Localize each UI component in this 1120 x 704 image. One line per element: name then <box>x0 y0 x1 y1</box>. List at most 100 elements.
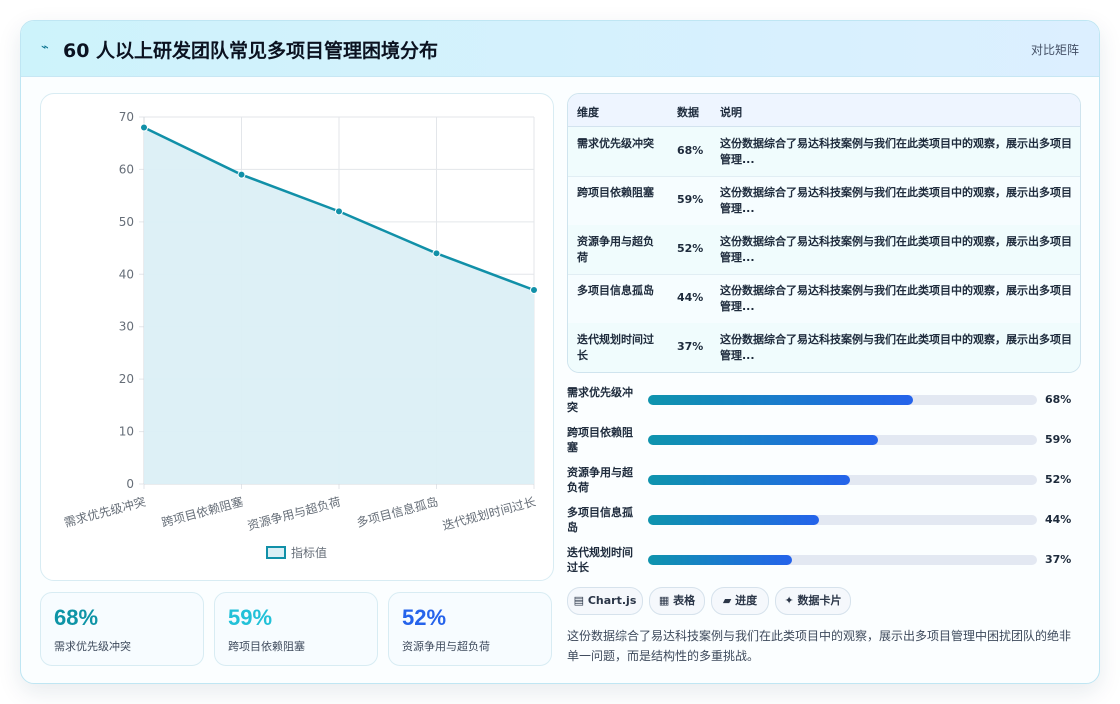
x-tick-label: 多项目信息孤岛 <box>355 494 440 530</box>
cell-dimension: 多项目信息孤岛 <box>577 284 654 297</box>
chip-label: 进度 <box>735 594 758 607</box>
cell-value: 44% <box>677 291 704 304</box>
card-header: ⌁ 60 人以上研发团队常见多项目管理困境分布 对比矩阵 <box>21 21 1099 77</box>
y-tick-label: 40 <box>119 267 134 281</box>
cell-description: 这份数据综合了易达科技案例与我们在此类项目中的观察，展示出多项目管理... <box>720 284 1072 313</box>
progress-track <box>648 475 1037 485</box>
kpi-label: 资源争用与超负荷 <box>402 640 490 653</box>
cell-description: 这份数据综合了易达科技案例与我们在此类项目中的观察，展示出多项目管理... <box>720 333 1072 362</box>
x-tick-label: 跨项目依赖阻塞 <box>160 494 245 530</box>
progress-fill <box>648 435 878 445</box>
kpi-value: 59% <box>228 605 273 630</box>
progress-label: 跨项目依赖阻塞 <box>567 426 633 454</box>
progress-track <box>648 395 1037 405</box>
main-card: ⌁ 60 人以上研发团队常见多项目管理困境分布 对比矩阵 0 10 20 30 40 50… <box>20 20 1100 684</box>
progress-value: 44% <box>1045 513 1072 526</box>
table-row: 资源争用与超负荷 52% 这份数据综合了易达科技案例与我们在此类项目中的观察，展… <box>568 225 1080 275</box>
data-point <box>335 207 343 216</box>
chip-data-cards[interactable]: ✦ 数据卡片 <box>775 587 851 615</box>
data-table: 维度 数据 说明 需求优先级冲突 68% 这份数据综合了易达科技案例与我们在此类… <box>567 93 1081 373</box>
x-tick-label: 需求优先级冲突 <box>62 494 147 530</box>
progress-fill <box>648 555 792 565</box>
sparkle-icon: ✦ <box>784 594 794 607</box>
cell-value: 59% <box>677 193 704 206</box>
cell-value: 52% <box>677 242 704 255</box>
y-tick-label: 0 <box>126 477 134 491</box>
cell-value: 37% <box>677 340 704 353</box>
table-row: 需求优先级冲突 68% 这份数据综合了易达科技案例与我们在此类项目中的观察，展示… <box>568 127 1080 177</box>
cell-description: 这份数据综合了易达科技案例与我们在此类项目中的观察，展示出多项目管理... <box>720 235 1072 264</box>
cell-dimension: 迭代规划时间过长 <box>577 333 654 362</box>
summary-text: 这份数据综合了易达科技案例与我们在此类项目中的观察，展示出多项目管理中困扰团队的… <box>567 629 1072 663</box>
pulse-icon: ⌁ <box>41 40 49 55</box>
chart-icon: ▤ <box>573 594 585 607</box>
compare-matrix-link[interactable]: 对比矩阵 <box>1030 43 1079 57</box>
progress-label: 迭代规划时间过长 <box>567 546 633 574</box>
kpi-value: 68% <box>54 605 99 630</box>
y-tick-label: 70 <box>119 110 134 124</box>
chart-panel: 0 10 20 30 40 50 60 70 需求优先级冲突 跨项目依赖阻塞 资源争用与超负荷 多项目… <box>40 93 554 581</box>
progress-track <box>648 555 1037 565</box>
progress-item: 迭代规划时间过长 37% <box>567 545 1079 577</box>
progress-fill <box>648 475 851 485</box>
data-point <box>432 249 441 258</box>
progress-icon: ▰ <box>722 594 732 607</box>
y-tick-label: 60 <box>119 162 134 176</box>
column-header-description: 说明 <box>720 106 742 119</box>
legend-swatch <box>266 546 286 559</box>
table-row: 迭代规划时间过长 37% 这份数据综合了易达科技案例与我们在此类项目中的观察，展… <box>568 323 1080 372</box>
chip-progress[interactable]: ▰ 进度 <box>711 587 769 615</box>
y-tick-label: 50 <box>119 215 134 229</box>
progress-value: 59% <box>1045 433 1072 446</box>
progress-label: 多项目信息孤岛 <box>567 506 633 534</box>
progress-item: 多项目信息孤岛 44% <box>567 505 1079 537</box>
cell-description: 这份数据综合了易达科技案例与我们在此类项目中的观察，展示出多项目管理... <box>720 186 1072 215</box>
progress-track <box>648 435 1037 445</box>
column-header-dimension: 维度 <box>577 106 599 119</box>
cell-dimension: 跨项目依赖阻塞 <box>577 186 654 199</box>
progress-item: 跨项目依赖阻塞 59% <box>567 425 1079 457</box>
progress-value: 37% <box>1045 553 1072 566</box>
chip-label: 数据卡片 <box>797 594 842 607</box>
progress-label: 需求优先级冲突 <box>567 386 633 414</box>
table-header: 维度 数据 说明 <box>568 94 1080 127</box>
kpi-label: 跨项目依赖阻塞 <box>228 640 305 653</box>
page-title: 60 人以上研发团队常见多项目管理困境分布 <box>63 40 439 62</box>
progress-item: 资源争用与超负荷 52% <box>567 465 1079 497</box>
area-chart: 0 10 20 30 40 50 60 70 需求优先级冲突 跨项目依赖阻塞 资源争用与超负荷 多项目… <box>62 110 538 560</box>
kpi-card: 59% 跨项目依赖阻塞 <box>214 592 378 666</box>
table-row: 多项目信息孤岛 44% 这份数据综合了易达科技案例与我们在此类项目中的观察，展示… <box>568 274 1080 324</box>
legend-label: 指标值 <box>291 545 327 560</box>
x-tick-label: 资源争用与超负荷 <box>246 494 343 533</box>
progress-fill <box>648 515 820 525</box>
progress-value: 52% <box>1045 473 1072 486</box>
cell-value: 68% <box>677 144 704 157</box>
progress-track <box>648 515 1037 525</box>
cell-description: 这份数据综合了易达科技案例与我们在此类项目中的观察，展示出多项目管理... <box>720 137 1072 166</box>
data-point <box>530 286 538 295</box>
y-tick-label: 10 <box>119 425 134 439</box>
progress-item: 需求优先级冲突 68% <box>567 385 1079 417</box>
cell-dimension: 资源争用与超负荷 <box>577 235 654 264</box>
progress-label: 资源争用与超负荷 <box>567 466 633 494</box>
kpi-card: 68% 需求优先级冲突 <box>40 592 204 666</box>
kpi-value: 52% <box>402 605 447 630</box>
chip-table[interactable]: ▦ 表格 <box>649 587 705 615</box>
column-header-value: 数据 <box>677 106 699 119</box>
cell-dimension: 需求优先级冲突 <box>577 137 654 150</box>
chip-label: Chart.js <box>587 594 637 607</box>
data-point <box>140 123 148 132</box>
progress-value: 68% <box>1045 393 1072 406</box>
x-tick-label: 迭代规划时间过长 <box>441 494 538 533</box>
chip-chartjs[interactable]: ▤ Chart.js <box>567 587 643 615</box>
kpi-card: 52% 资源争用与超负荷 <box>388 592 552 666</box>
y-tick-label: 20 <box>119 372 134 386</box>
y-tick-label: 30 <box>119 320 134 334</box>
table-icon: ▦ <box>658 594 670 607</box>
table-row: 跨项目依赖阻塞 59% 这份数据综合了易达科技案例与我们在此类项目中的观察，展示… <box>568 176 1080 226</box>
kpi-label: 需求优先级冲突 <box>54 640 131 653</box>
data-point <box>237 170 246 179</box>
chip-label: 表格 <box>673 594 696 607</box>
series-area <box>144 127 534 484</box>
progress-fill <box>648 395 913 405</box>
